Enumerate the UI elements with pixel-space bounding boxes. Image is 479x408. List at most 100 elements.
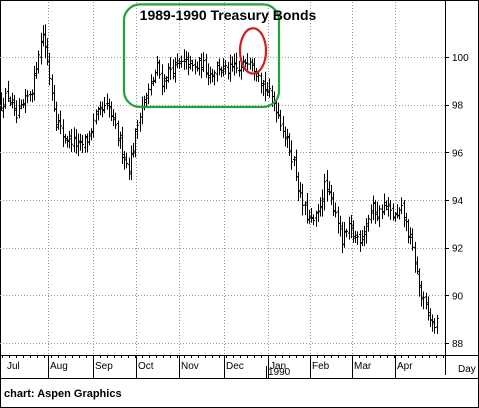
price-bar — [198, 57, 201, 76]
price-bar — [363, 225, 366, 247]
price-bar — [202, 52, 205, 73]
price-bar — [231, 56, 234, 72]
price-bar — [290, 140, 293, 170]
price-bar — [7, 80, 10, 102]
price-bar — [13, 95, 16, 117]
price-bar — [350, 214, 353, 239]
price-bar — [66, 135, 69, 148]
month-label: Sep — [95, 361, 113, 372]
price-bar — [55, 101, 58, 131]
price-bar — [2, 97, 5, 119]
price-bar — [213, 70, 216, 86]
price-bar — [387, 197, 390, 217]
price-bar — [88, 130, 91, 146]
y-tick-label: 90 — [452, 291, 464, 302]
y-tick-layer: 88 90 92 94 96 98 100 — [445, 53, 469, 350]
price-bar — [42, 25, 45, 47]
price-bar — [396, 204, 399, 219]
price-bar — [326, 169, 329, 202]
price-bar — [233, 53, 236, 76]
price-bar — [310, 207, 313, 223]
month-label: Aug — [50, 361, 68, 372]
price-bar — [286, 128, 289, 149]
price-bar — [418, 268, 421, 297]
price-bar — [414, 241, 417, 273]
price-bar — [117, 120, 120, 147]
price-bar — [304, 201, 307, 216]
price-bar — [328, 180, 331, 196]
price-bar — [0, 92, 3, 111]
price-bar — [95, 109, 98, 125]
month-label: Dec — [226, 361, 244, 372]
price-bar — [99, 101, 102, 116]
price-bar — [92, 113, 95, 138]
price-bar — [260, 72, 263, 94]
price-bar — [189, 55, 192, 70]
price-bar — [57, 113, 60, 130]
price-bar — [433, 318, 436, 334]
price-bar — [18, 98, 21, 119]
price-bar — [145, 92, 148, 107]
price-bar — [167, 63, 170, 83]
price-bar — [321, 189, 324, 217]
price-bar — [288, 133, 291, 156]
price-bar — [389, 199, 392, 220]
price-bar — [33, 65, 36, 101]
price-bar — [220, 66, 223, 78]
price-bar — [110, 101, 113, 121]
price-bar — [394, 211, 397, 222]
price-bar — [352, 220, 355, 243]
price-bar — [125, 152, 128, 169]
price-bar — [128, 157, 131, 180]
year-label: 1990 — [268, 367, 291, 378]
price-bar — [64, 133, 67, 144]
price-bar — [407, 219, 410, 244]
price-bar — [84, 134, 87, 153]
price-bar — [103, 97, 106, 114]
price-bar — [147, 83, 150, 105]
y-tick-label: 96 — [452, 148, 464, 159]
price-bar — [429, 308, 432, 327]
price-bar — [409, 227, 412, 245]
price-bar — [9, 96, 12, 107]
x-axis-unit-label: Day — [458, 364, 476, 375]
price-bar — [200, 53, 203, 79]
price-bar — [392, 203, 395, 221]
price-bar — [134, 128, 137, 158]
price-bar — [381, 204, 384, 220]
price-bar — [301, 183, 304, 216]
price-bar — [378, 205, 381, 228]
chart-credit: chart: Aspen Graphics — [4, 388, 122, 400]
price-bar — [332, 192, 335, 216]
price-bar — [367, 214, 370, 232]
price-bar — [22, 99, 25, 109]
price-bar — [183, 49, 186, 70]
price-bar — [176, 53, 179, 69]
price-bar — [121, 126, 124, 164]
price-bar — [136, 119, 139, 139]
y-tick-label: 100 — [452, 53, 469, 64]
price-bar — [165, 76, 168, 90]
price-bar — [187, 52, 190, 76]
price-bar — [343, 221, 346, 248]
price-bar — [354, 230, 357, 243]
month-label: Apr — [397, 361, 413, 372]
price-bar — [132, 142, 135, 158]
price-bar — [361, 230, 364, 247]
price-bar — [436, 314, 439, 334]
price-bar — [150, 74, 153, 96]
price-bar — [73, 127, 76, 153]
price-bar — [279, 109, 282, 131]
grid-layer — [0, 2, 445, 355]
month-label: Jul — [7, 361, 20, 372]
price-bar — [4, 88, 7, 109]
price-bar — [112, 109, 115, 127]
price-bar — [293, 156, 296, 167]
annotation-layer — [122, 3, 281, 109]
y-tick-label: 88 — [452, 339, 464, 350]
price-bar — [37, 50, 40, 74]
highlight-rounded-box — [122, 3, 281, 109]
price-bar — [253, 58, 256, 81]
price-bar — [319, 197, 322, 217]
price-bar — [97, 106, 100, 121]
